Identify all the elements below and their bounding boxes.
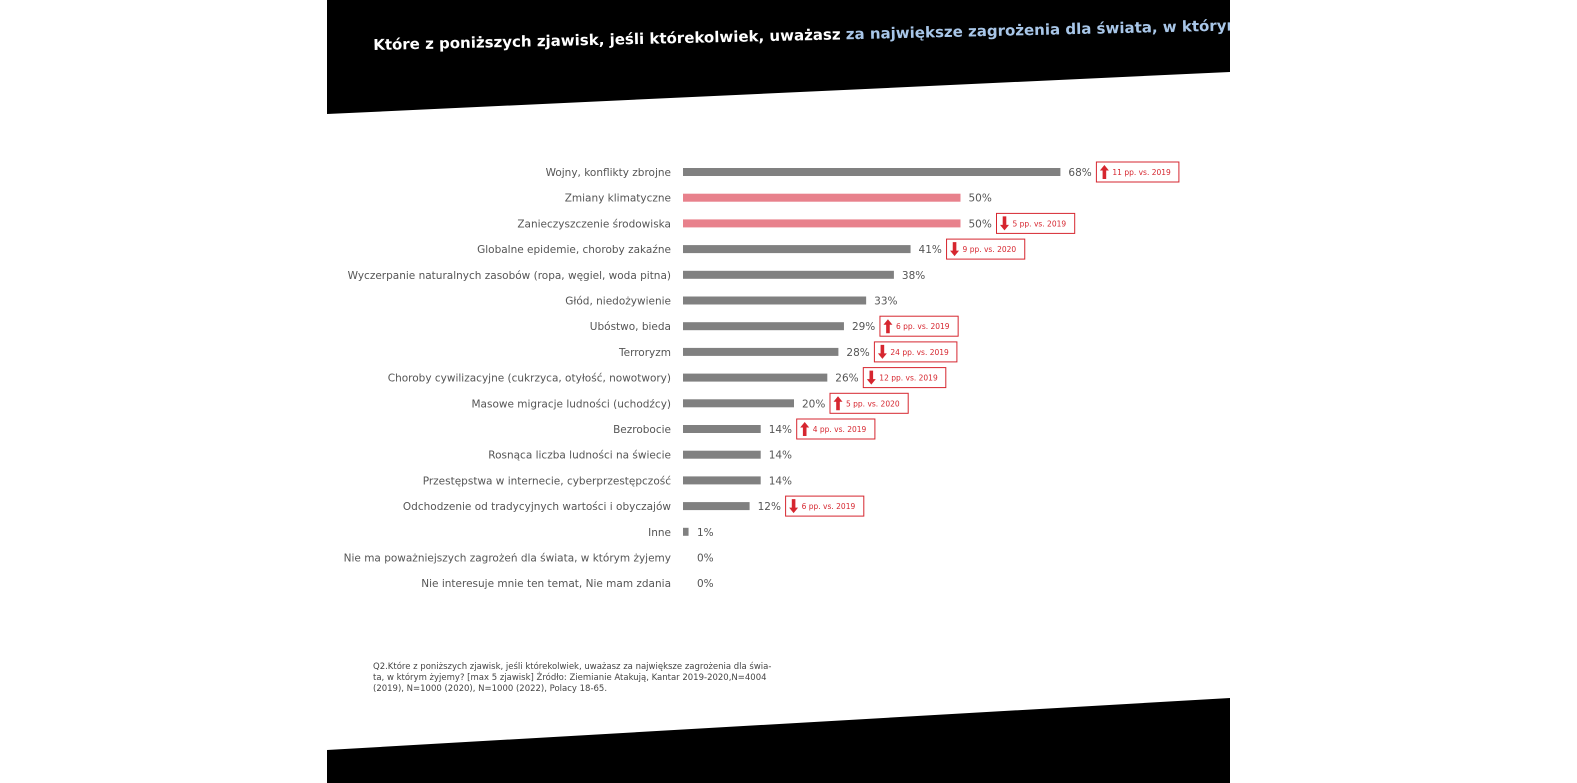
category-label: Terroryzm (618, 347, 671, 359)
change-badge: 6 pp. vs. 2019 (879, 315, 959, 337)
arrow-down-icon (1000, 216, 1009, 231)
bar (683, 399, 794, 408)
bar (683, 193, 961, 202)
arrow-down-icon (866, 370, 876, 385)
bar (683, 527, 689, 536)
category-label: Głód, niedożywienie (565, 296, 671, 308)
bar (683, 425, 761, 433)
badge-label: 12 pp. vs. 2019 (879, 374, 938, 383)
value-label: 33% (874, 296, 897, 308)
bar (683, 219, 961, 228)
value-label: 28% (846, 347, 869, 359)
bar (683, 168, 1061, 176)
value-label: 38% (902, 270, 925, 282)
badge-frame (785, 495, 865, 517)
change-badge: 4 pp. vs. 2019 (796, 418, 876, 440)
bar (683, 296, 867, 305)
value-label: 14% (769, 424, 792, 436)
category-label: Odchodzenie od tradycyjnych wartości i o… (403, 501, 671, 513)
arrow-down-icon (789, 499, 799, 514)
change-badge: 12 pp. vs. 2019 (862, 367, 947, 389)
arrow-down-icon (877, 344, 887, 359)
bar-chart: Wojny, konflikty zbrojne 68% Zmiany klimat… (344, 161, 1180, 590)
badge-label: 6 pp. vs. 2019 (896, 322, 950, 331)
category-label: Nie ma poważniejszych zagrożeń dla świat… (344, 553, 671, 565)
slide: Które z poniższych zjawisk, jeśli którek… (327, 0, 1230, 783)
value-label: 68% (1068, 167, 1091, 179)
badge-label: 4 pp. vs. 2019 (813, 425, 867, 434)
badge-frame (829, 392, 909, 414)
bar (683, 245, 911, 254)
value-label: 1% (697, 527, 714, 539)
category-label: Przestępstwa w internecie, cyberprzestęp… (423, 475, 672, 487)
value-label: 14% (769, 450, 792, 462)
value-label: 50% (969, 193, 992, 205)
arrow-up-icon (800, 422, 810, 436)
change-badge: 11 pp. vs. 2019 (1095, 161, 1180, 183)
change-badge: 5 pp. vs. 2020 (829, 392, 909, 414)
badge-frame (862, 367, 947, 389)
badge-frame (1095, 161, 1180, 183)
category-label: Nie interesuje mnie ten temat, Nie mam z… (421, 578, 671, 590)
category-label: Choroby cywilizacyjne (cukrzyca, otyłość… (388, 373, 671, 385)
value-label: 20% (802, 398, 825, 410)
badge-label: 5 pp. vs. 2020 (846, 399, 900, 408)
badge-label: 9 pp. vs. 2020 (963, 245, 1017, 254)
badge-frame (873, 341, 958, 363)
category-label: Wyczerpanie naturalnych zasobów (ropa, w… (348, 270, 671, 282)
value-label: 50% (969, 218, 992, 230)
badge-frame (996, 212, 1076, 234)
badge-label: 11 pp. vs. 2019 (1112, 168, 1171, 177)
bar (683, 347, 839, 356)
value-label: 12% (758, 501, 781, 513)
footer-band (327, 698, 1230, 783)
value-label: 0% (697, 553, 714, 565)
category-label: Globalne epidemie, choroby zakaźne (477, 244, 671, 256)
arrow-up-icon (833, 396, 843, 411)
change-badge: 9 pp. vs. 2020 (946, 238, 1026, 260)
category-label: Zanieczyszczenie środowiska (517, 218, 671, 230)
category-label: Inne (648, 527, 671, 539)
badge-label: 5 pp. vs. 2019 (1013, 219, 1067, 228)
value-label: 26% (835, 373, 858, 385)
category-label: Zmiany klimatyczne (565, 193, 671, 205)
badge-frame (879, 315, 959, 337)
bar (683, 476, 761, 485)
change-badge: 5 pp. vs. 2019 (996, 212, 1076, 234)
badge-label: 6 pp. vs. 2019 (802, 502, 856, 511)
badge-label: 24 pp. vs. 2019 (890, 348, 949, 357)
badge-frame (946, 238, 1026, 260)
footnote: Q2.Które z poniższych zjawisk, jeśli któ… (373, 662, 772, 694)
bar (683, 270, 894, 279)
bar (683, 450, 761, 459)
value-label: 41% (919, 244, 942, 256)
category-label: Ubóstwo, bieda (590, 321, 671, 333)
badge-frame (796, 418, 876, 440)
value-label: 14% (769, 475, 792, 487)
bar (683, 322, 844, 331)
bar (683, 373, 828, 382)
change-badge: 24 pp. vs. 2019 (873, 341, 958, 363)
value-label: 0% (697, 578, 714, 590)
arrow-down-icon (950, 242, 960, 257)
change-badge: 6 pp. vs. 2019 (785, 495, 865, 517)
value-label: 29% (852, 321, 875, 333)
category-label: Masowe migracje ludności (uchodźcy) (472, 398, 672, 410)
category-label: Bezrobocie (613, 424, 671, 436)
bar (683, 502, 750, 511)
category-label: Rosnąca liczba ludności na świecie (488, 450, 671, 462)
category-label: Wojny, konflikty zbrojne (546, 167, 671, 179)
header-band (327, 0, 1230, 114)
arrow-up-icon (1099, 165, 1109, 179)
arrow-up-icon (883, 319, 893, 334)
